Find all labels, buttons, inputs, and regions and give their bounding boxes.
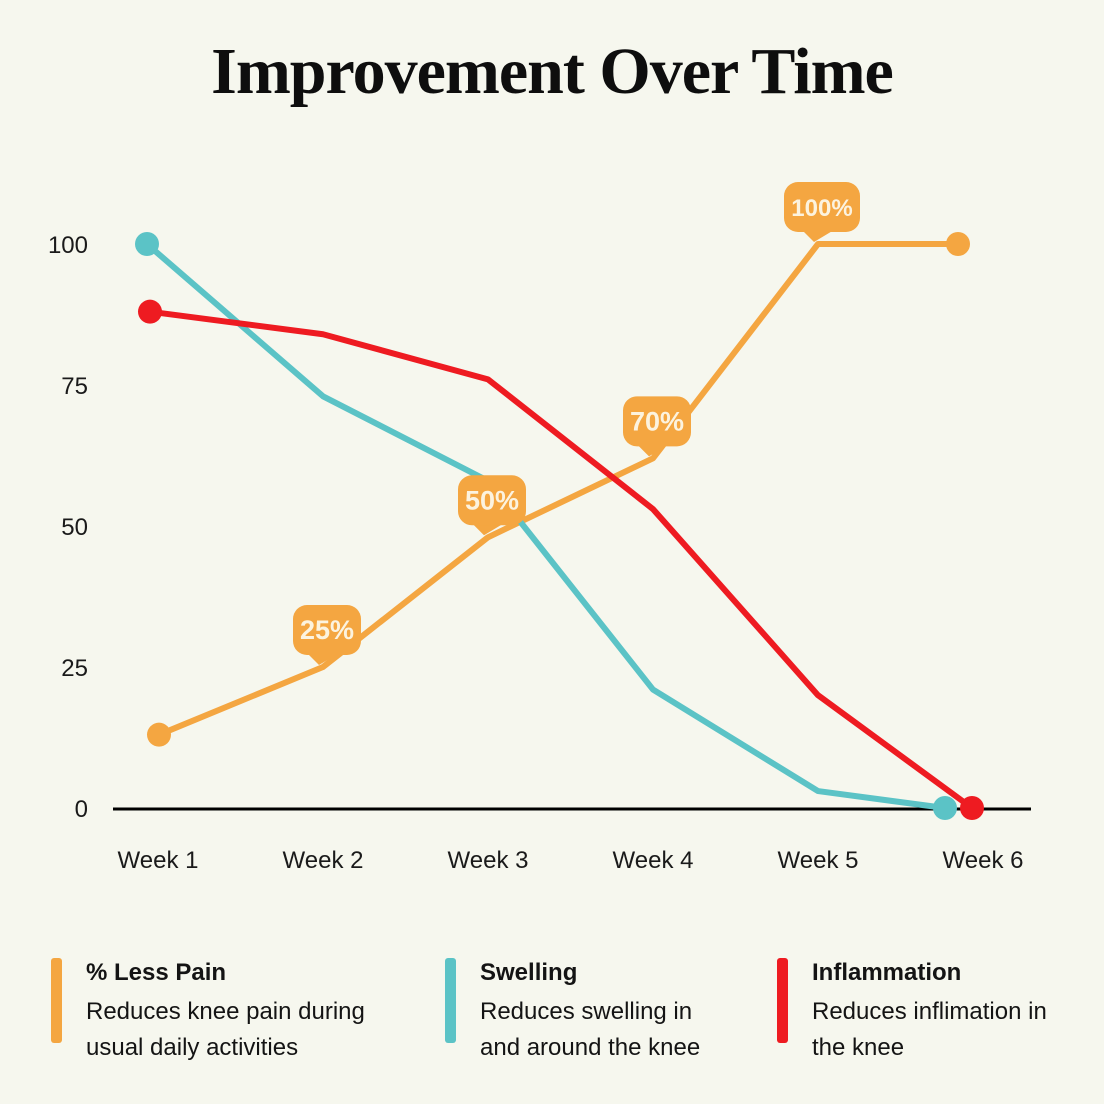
x-axis-label: Week 6 [943, 847, 1024, 874]
x-axis-label: Week 2 [283, 847, 364, 874]
data-label-badge-less-pain [293, 605, 361, 655]
y-axis-tick-label: 100 [48, 232, 88, 259]
legend-swatch-swelling [445, 958, 456, 1043]
y-axis-tick-label: 75 [61, 373, 88, 400]
data-label-text-less-pain: 100% [791, 195, 852, 222]
x-axis-label: Week 3 [448, 847, 529, 874]
data-point-dot-swelling [933, 796, 957, 820]
legend-item-less-pain: % Less Pain Reduces knee pain during usu… [51, 958, 406, 1066]
data-label-badge-less-pain [458, 475, 526, 526]
legend-desc-inflammation: Reduces inflimation in the knee [812, 998, 1047, 1061]
series-line-swelling [144, 241, 948, 811]
legend-title-less-pain: % Less Pain [86, 959, 227, 986]
legend-swatch-less-pain [51, 958, 62, 1043]
x-axis-label: Week 1 [118, 847, 199, 874]
legend-text-swelling: Swelling Reduces swelling in and around … [480, 958, 730, 1066]
data-label-tail-less-pain [637, 444, 669, 457]
data-point-dot-inflammation [960, 796, 984, 820]
y-axis-tick-label: 0 [75, 796, 88, 823]
data-label-tail-less-pain [307, 653, 339, 665]
x-axis-label: Week 4 [613, 847, 694, 874]
x-axis-label: Week 5 [778, 847, 859, 874]
legend-desc-swelling: Reduces swelling in and around the knee [480, 998, 701, 1061]
legend-item-inflammation: Inflammation Reduces inflimation in the … [777, 958, 1062, 1066]
legend-title-swelling: Swelling [480, 959, 578, 986]
data-label-badge-less-pain [623, 396, 691, 447]
legend-text-less-pain: % Less Pain Reduces knee pain during usu… [86, 958, 406, 1066]
data-label-text-less-pain: 50% [465, 485, 519, 515]
series-line-less-pain [156, 241, 961, 738]
data-label-tail-less-pain [802, 230, 834, 242]
legend-desc-less-pain: Reduces knee pain during usual daily act… [86, 998, 365, 1061]
data-point-dot-swelling [135, 232, 159, 256]
chart-title: Improvement Over Time [211, 35, 894, 108]
data-point-dot-less-pain [946, 232, 970, 256]
data-label-text-less-pain: 70% [630, 406, 684, 436]
data-point-dot-less-pain [147, 722, 171, 747]
series-line-inflammation [147, 308, 975, 811]
legend-item-swelling: Swelling Reduces swelling in and around … [445, 958, 730, 1066]
data-label-badge-less-pain [784, 182, 860, 232]
data-point-dot-inflammation [138, 299, 162, 324]
data-label-tail-less-pain [472, 523, 504, 536]
data-label-text-less-pain: 25% [300, 615, 354, 645]
legend-text-inflammation: Inflammation Reduces inflimation in the … [812, 958, 1062, 1066]
legend-swatch-inflammation [777, 958, 788, 1043]
y-axis-tick-label: 25 [61, 655, 88, 682]
legend-title-inflammation: Inflammation [812, 959, 962, 986]
y-axis-tick-label: 50 [61, 514, 88, 541]
